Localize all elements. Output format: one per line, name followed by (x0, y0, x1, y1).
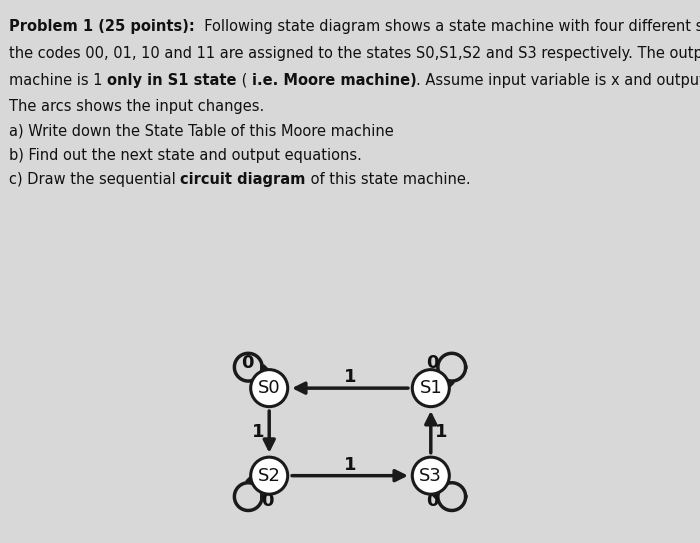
Text: S2: S2 (258, 466, 281, 485)
Text: S1: S1 (419, 379, 442, 397)
Text: circuit diagram: circuit diagram (181, 172, 306, 187)
Text: The arcs shows the input changes.: The arcs shows the input changes. (9, 99, 265, 114)
Text: 0: 0 (426, 492, 439, 510)
Text: Following state diagram shows a state machine with four different states. Suppos: Following state diagram shows a state ma… (195, 19, 700, 34)
Text: machine is 1: machine is 1 (9, 73, 107, 88)
Text: of this state machine.: of this state machine. (306, 172, 470, 187)
Text: 1: 1 (252, 423, 265, 441)
Text: 0: 0 (241, 354, 253, 372)
Text: 1: 1 (344, 368, 356, 387)
Text: 1: 1 (435, 423, 448, 441)
Text: i.e. Moore machine): i.e. Moore machine) (252, 73, 416, 88)
Text: (: ( (237, 73, 252, 88)
Text: 0: 0 (426, 354, 439, 372)
Circle shape (251, 370, 288, 407)
Text: Problem 1 (25 points):: Problem 1 (25 points): (9, 19, 195, 34)
Circle shape (412, 457, 449, 494)
Text: only in S1 state: only in S1 state (107, 73, 237, 88)
Text: a) Write down the State Table of this Moore machine: a) Write down the State Table of this Mo… (9, 123, 394, 138)
Circle shape (412, 370, 449, 407)
Text: . Assume input variable is x and output variable is Z.: . Assume input variable is x and output … (416, 73, 700, 88)
Text: S3: S3 (419, 466, 442, 485)
Text: b) Find out the next state and output equations.: b) Find out the next state and output eq… (9, 148, 362, 163)
Text: c) Draw the sequential: c) Draw the sequential (9, 172, 181, 187)
Text: 0: 0 (261, 492, 274, 510)
Circle shape (251, 457, 288, 494)
Text: 1: 1 (344, 456, 356, 474)
Text: S0: S0 (258, 379, 281, 397)
Text: the codes 00, 01, 10 and 11 are assigned to the states S0,S1,S2 and S3 respectiv: the codes 00, 01, 10 and 11 are assigned… (9, 46, 700, 61)
